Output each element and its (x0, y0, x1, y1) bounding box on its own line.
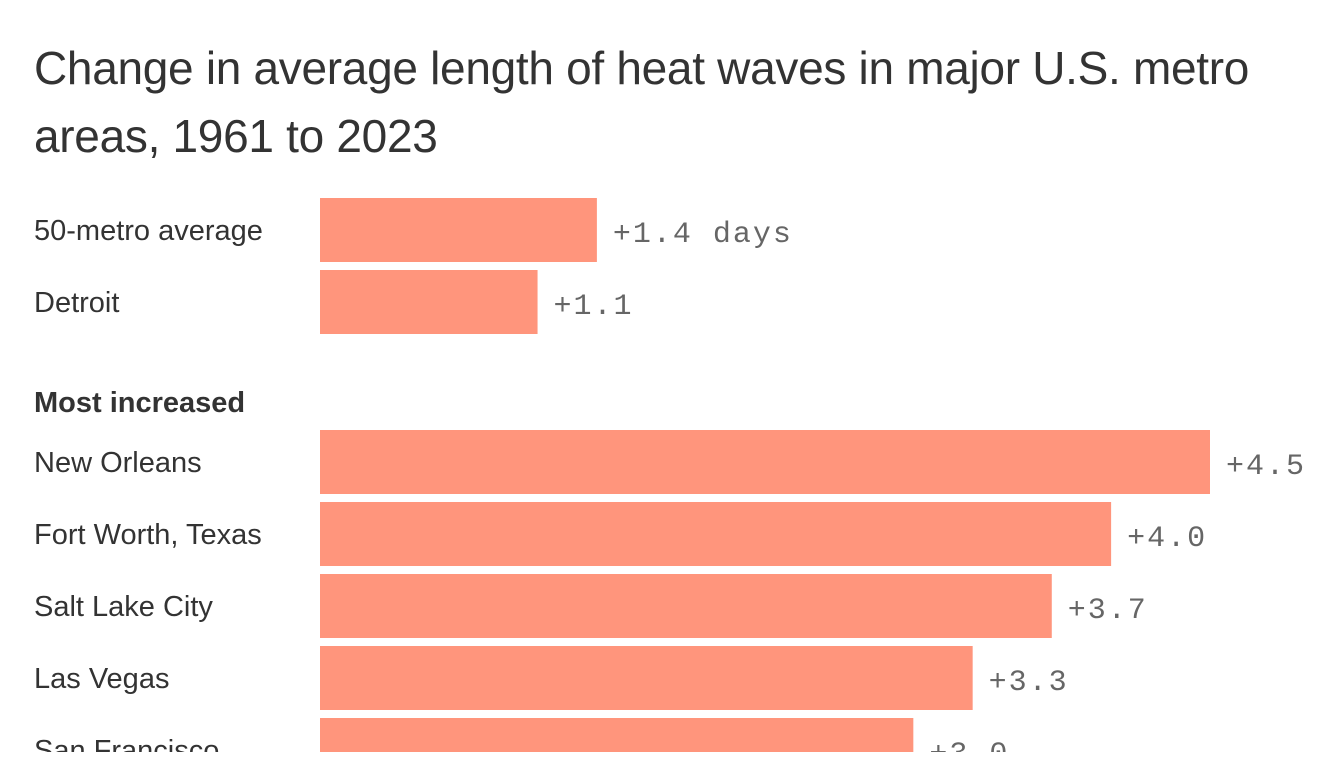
chart-title: Change in average length of heat waves i… (34, 42, 1250, 162)
bar-fort-worth-texas (320, 502, 1112, 566)
row-label-new-orleans: New Orleans (34, 447, 202, 479)
row-label-50-metro-average: 50-metro average (34, 215, 263, 247)
value-label-san-francisco: +3.0 (929, 738, 1009, 752)
bar-50-metro-average (320, 198, 597, 262)
value-label-detroit: +1.1 (554, 290, 634, 324)
bar-new-orleans (320, 430, 1210, 494)
value-label-las-vegas: +3.3 (989, 666, 1069, 700)
value-label-50-metro-average: +1.4 days (613, 218, 793, 252)
bar-las-vegas (320, 646, 973, 710)
value-label-salt-lake-city: +3.7 (1068, 594, 1148, 628)
section-heading: Most increased (34, 387, 245, 419)
value-label-new-orleans: +4.5 (1226, 450, 1306, 484)
row-label-las-vegas: Las Vegas (34, 663, 169, 695)
value-label-fort-worth-texas: +4.0 (1127, 522, 1207, 556)
row-label-fort-worth-texas: Fort Worth, Texas (34, 519, 262, 551)
row-label-salt-lake-city: Salt Lake City (34, 591, 213, 623)
bar-chart: 50-metro average +1.4 days Detroit +1.1 Most… (34, 198, 1306, 752)
bar-salt-lake-city (320, 574, 1052, 638)
bar-san-francisco (320, 718, 914, 752)
bar-detroit (320, 270, 538, 334)
row-label-detroit: Detroit (34, 287, 119, 319)
row-label-san-francisco: San Francisco (34, 735, 219, 752)
chart-area: 50-metro average +1.4 days Detroit +1.1 Most… (34, 198, 1306, 752)
